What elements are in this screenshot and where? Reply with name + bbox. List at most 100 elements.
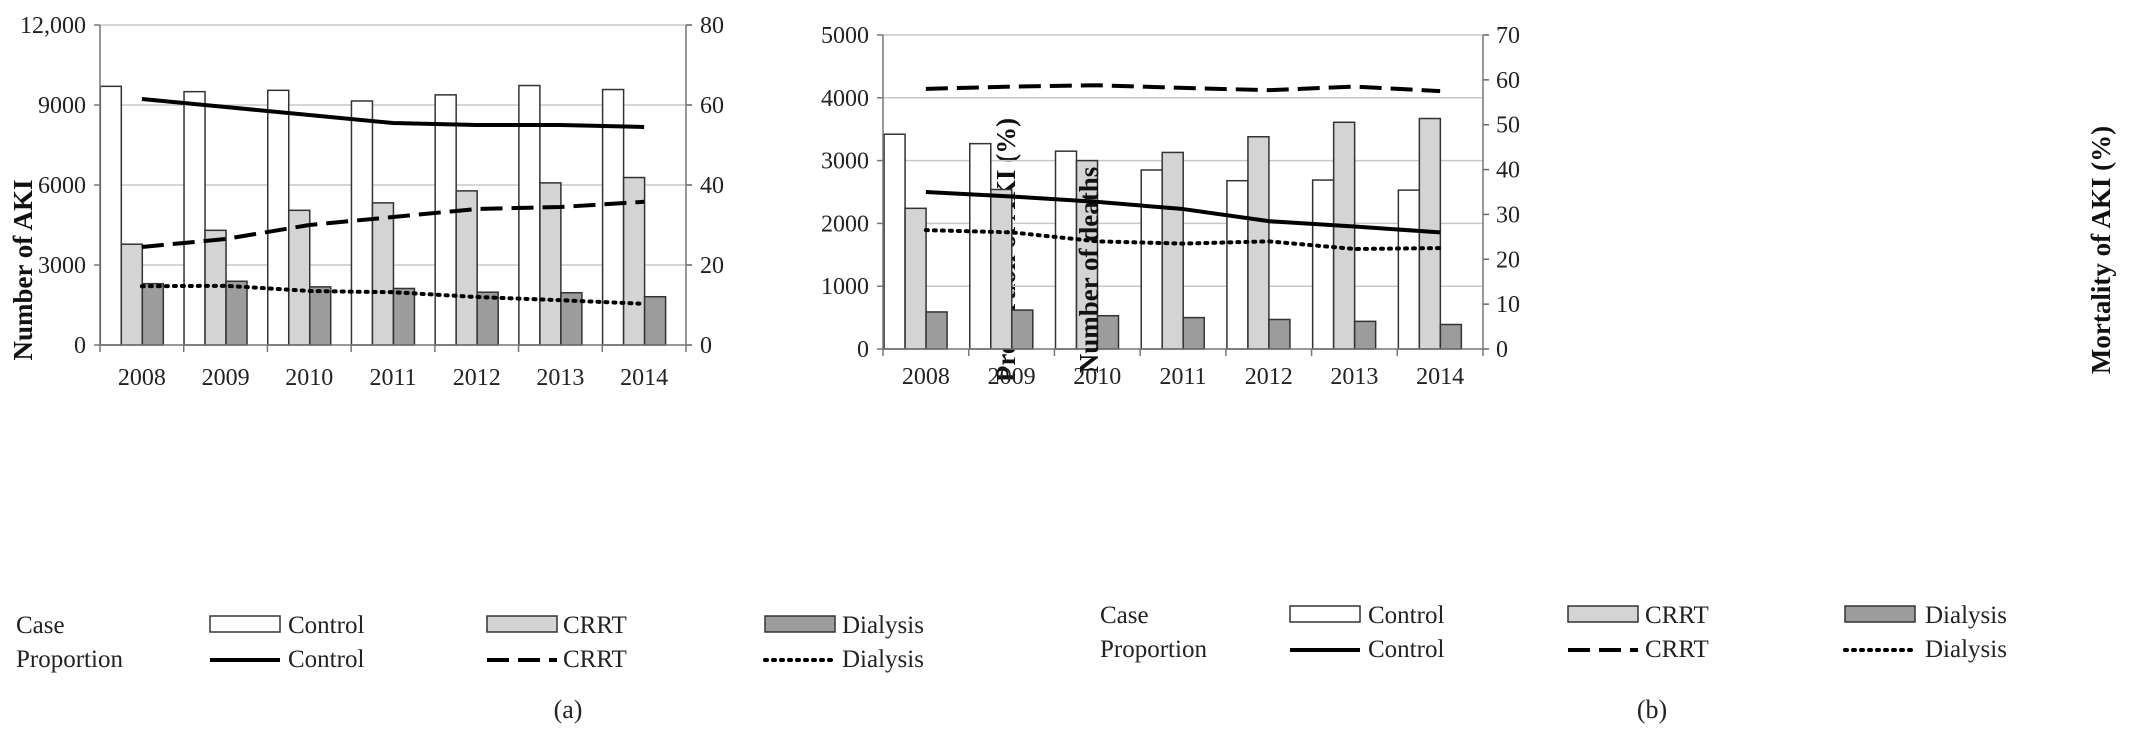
panel-a-bar-control-2011 (350, 100, 374, 346)
panel-a-y2-tick-label: 0 (700, 333, 712, 359)
panel-a-bar-dialysis-2010 (308, 286, 332, 346)
panel-a-y-tick-label: 12,000 (20, 13, 86, 39)
panel-b-x-tick-label: 2012 (1245, 364, 1293, 390)
panel-a-x-ticks: 2008 2009 2010 2011 2012 2013 2014 (118, 365, 668, 391)
panel-a-x-tick-label: 2011 (369, 365, 416, 391)
panel-a-x-tick-label: 2012 (453, 365, 501, 391)
panel-b-bar-control-2008 (883, 133, 906, 350)
panel-b-legend-prop-crrt: CRRT (1645, 636, 1709, 663)
panel-a-legend-prop-crrt: CRRT (563, 646, 627, 673)
panel-b-y-tick-label: 0 (857, 337, 869, 363)
panel-b-x-tick-label: 2009 (988, 364, 1036, 390)
panel-a-x-tick-label: 2010 (285, 365, 333, 391)
panel-b-right-ticks: 0 10 20 30 40 50 60 70 (1496, 23, 1520, 363)
panel-b-bar-crrt-2008 (904, 207, 927, 350)
panel-a-line-dialysis (139, 283, 647, 306)
panel-a-x-tick-label: 2013 (536, 365, 584, 391)
panel-b-x-ticks: 2008 2009 2010 2011 2012 2013 2014 (902, 364, 1464, 390)
panel-a-bar-dialysis-2009 (225, 280, 248, 346)
panel-b-axes (877, 34, 1489, 356)
panel-b-y-tick-label: 1000 (821, 274, 869, 300)
panel-b-legend: Case Proportion Control CRRT Dialysis Co… (1100, 602, 2007, 663)
panel-a-bar-crrt-2012 (455, 190, 478, 346)
panel-b-y2-tick-label: 70 (1496, 23, 1520, 49)
panel-b-bar-crrt-2012 (1247, 135, 1270, 350)
panel-b-y2-tick-label: 50 (1496, 113, 1520, 139)
panel-b-x-tick-label: 2011 (1159, 364, 1206, 390)
panel-b-line-crrt (925, 83, 1441, 94)
panel-b-bar-control-2009 (969, 142, 992, 350)
panel-a-bar-dialysis-2008 (141, 282, 165, 346)
panel-b-lines (923, 83, 1443, 251)
panel-a-y2-tick-label: 40 (700, 173, 724, 199)
panel-b-y-axis-title: Number of deaths (1074, 167, 1104, 374)
panel-b-bar-dialysis-2013 (1353, 320, 1377, 350)
panel-a-legend-case-crrt: CRRT (563, 612, 627, 639)
panel-a-bars (99, 84, 667, 346)
panel-b-bar-dialysis-2008 (925, 311, 948, 350)
panel-a-legend-prop-dialysis: Dialysis (842, 646, 924, 673)
panel-b-y2-tick-label: 40 (1496, 158, 1520, 184)
panel-a-y-tick-label: 9000 (38, 93, 86, 119)
panel-b-y2-tick-label: 60 (1496, 68, 1520, 94)
panel-b-x-tick-label: 2014 (1416, 364, 1464, 390)
panel-a-bar-control-2008 (99, 85, 123, 346)
panel-a-bar-dialysis-2012 (476, 291, 499, 346)
panel-b-bar-dialysis-2009 (1011, 309, 1034, 350)
panel-a-lines (139, 97, 647, 306)
panel-b-bar-crrt-2011 (1161, 151, 1184, 350)
panel-b-y2-axis-title: Mortality of AKI (%) (2086, 126, 2116, 374)
panel-a-legend-control-swatch (209, 615, 281, 633)
panel-a-x-tick-label: 2008 (118, 365, 166, 391)
panel-b-y2-tick-label: 10 (1496, 292, 1520, 318)
panel-b-bar-control-2014 (1397, 189, 1421, 350)
panel-a-legend-proportion-label: Proportion (16, 646, 123, 673)
panel-a-x-tick-label: 2014 (620, 365, 668, 391)
panel-b-left-ticks: 0 1000 2000 3000 4000 5000 (821, 23, 869, 363)
panel-a-line-control (141, 97, 645, 129)
panel-b-y-tick-label: 4000 (821, 86, 869, 112)
panel-b-legend-proportion-label: Proportion (1100, 636, 1207, 663)
panel-b-legend-crrt-swatch (1567, 605, 1639, 623)
panel-a-bar-control-2012 (434, 94, 457, 346)
panel-a-bar-crrt-2008 (120, 243, 144, 346)
panel-b-bar-crrt-2009 (990, 188, 1013, 350)
panel-a-y-axis-title: Number of AKI (8, 179, 38, 360)
panel-b-x-tick-label: 2008 (902, 364, 950, 390)
panel-a-legend-case-label: Case (16, 612, 65, 639)
panel-b-legend-control-swatch (1289, 605, 1361, 623)
panel-a-y-tick-label: 0 (74, 333, 86, 359)
panel-a-legend-case-dialysis: Dialysis (842, 612, 924, 639)
panel-b-legend-case-dialysis: Dialysis (1925, 602, 2007, 629)
panel-b-legend-case-label: Case (1100, 602, 1149, 629)
panel-a-axes (94, 24, 692, 352)
panel-b-x-tick-label: 2010 (1073, 364, 1121, 390)
panel-a-legend-dialysis-swatch (764, 615, 836, 633)
panel-b-x-tick-label: 2013 (1330, 364, 1378, 390)
panel-b-legend-prop-control: Control (1368, 636, 1444, 663)
panel-a-bar-dialysis-2011 (392, 287, 416, 346)
panel-b-line-control (925, 190, 1441, 235)
panel-b-legend-prop-dialysis: Dialysis (1925, 636, 2007, 663)
panel-a-x-tick-label: 2009 (202, 365, 250, 391)
panel-a-line-crrt (141, 199, 645, 249)
panel-a-y2-tick-label: 80 (700, 13, 724, 39)
panel-b-y-tick-label: 5000 (821, 23, 869, 49)
panel-b-legend-dialysis-swatch (1844, 605, 1916, 623)
panel-b-bar-dialysis-2014 (1439, 323, 1463, 350)
panel-b-y-tick-label: 3000 (821, 149, 869, 175)
panel-a-bar-crrt-2010 (287, 209, 311, 346)
panel-a-caption: (a) (554, 695, 583, 724)
panel-a-bar-dialysis-2014 (643, 295, 667, 346)
panel-b-line-dialysis (923, 228, 1443, 251)
panel-a-right-ticks: 0 20 40 60 80 (700, 13, 724, 359)
panel-b-y-tick-label: 2000 (821, 211, 869, 237)
panel-a-y2-tick-label: 60 (700, 93, 724, 119)
panel-b-y2-tick-label: 30 (1496, 202, 1520, 228)
panel-a-legend: Case Proportion Control CRRT Dialysis Co… (16, 612, 924, 673)
panel-b-y2-tick-label: 20 (1496, 247, 1520, 273)
panel-b-legend-case-control: Control (1368, 602, 1444, 629)
panel-a-left-ticks: 0 3000 6000 9000 12,000 (20, 13, 86, 359)
